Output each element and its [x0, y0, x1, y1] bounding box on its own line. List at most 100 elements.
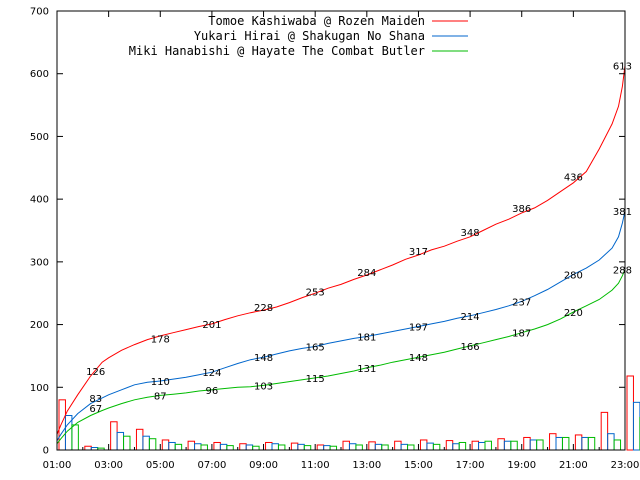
hourly-bar: [123, 435, 131, 451]
hourly-bar: [484, 440, 492, 451]
hourly-bar: [581, 436, 589, 451]
hourly-bar: [329, 445, 338, 451]
legend-label: Tomoe Kashiwaba @ Rozen Maiden: [208, 14, 425, 28]
point-label: 181: [357, 332, 376, 343]
point-label: 280: [564, 270, 583, 281]
hourly-bar: [432, 443, 441, 451]
point-labels: 126 178 201 228 253 284 317 348 386 436 613 83 110 12…: [86, 62, 632, 415]
legend-label: Miki Hanabishi @ Hayate The Combat Butle…: [129, 44, 425, 58]
point-label: 253: [306, 287, 325, 298]
hourly-bar: [200, 444, 208, 451]
point-label: 148: [254, 353, 273, 364]
hourly-bar: [626, 375, 634, 451]
point-label: 228: [254, 303, 273, 314]
y-axis: 0 100 200 300 400 500 600 700: [30, 7, 625, 457]
point-label: 288: [613, 265, 632, 276]
point-label: 201: [202, 320, 221, 331]
hourly-bar: [271, 443, 279, 451]
hourly-bar: [613, 439, 622, 451]
x-tick-label: 05:00: [146, 460, 175, 471]
y-tick-label: 500: [30, 132, 49, 143]
hourly-bar: [148, 438, 157, 451]
point-label: 126: [86, 367, 105, 378]
x-tick-label: 09:00: [249, 460, 278, 471]
hourly-bar: [503, 440, 512, 451]
point-label: 148: [409, 353, 428, 364]
point-label: 436: [564, 173, 583, 184]
x-tick-label: 15:00: [404, 460, 433, 471]
point-label: 103: [254, 381, 273, 392]
hourly-bar: [452, 443, 460, 451]
x-tick-label: 17:00: [456, 460, 485, 471]
hourly-bars: [58, 375, 640, 451]
point-label: 237: [512, 297, 531, 308]
legend-label: Yukari Hirai @ Shakugan No Shana: [194, 29, 425, 43]
hourly-bar: [374, 443, 383, 451]
series-line: [56, 210, 626, 441]
point-label: 87: [154, 391, 167, 402]
x-tick-label: 07:00: [197, 460, 226, 471]
hourly-bar: [523, 436, 531, 451]
y-tick-label: 100: [30, 383, 49, 394]
hourly-bar: [574, 434, 583, 451]
hourly-bar: [471, 440, 480, 451]
hourly-bar: [290, 442, 299, 451]
hourly-bar: [510, 440, 518, 451]
point-label: 131: [357, 364, 376, 375]
point-label: 96: [206, 386, 219, 397]
x-tick-label: 11:00: [301, 460, 330, 471]
y-tick-label: 200: [30, 320, 49, 331]
hourly-bar: [555, 436, 563, 451]
x-axis: 01:00 03:00 05:00 07:00 09:00 11:00 13:00 15:00…: [43, 11, 640, 471]
x-tick-label: 23:00: [611, 460, 640, 471]
hourly-bar: [187, 440, 196, 451]
point-label: 178: [151, 334, 170, 345]
hourly-bar: [245, 444, 254, 451]
point-label: 214: [461, 312, 480, 323]
point-label: 317: [409, 247, 428, 258]
y-tick-label: 700: [30, 7, 49, 18]
hourly-bar: [316, 444, 325, 451]
hourly-bar: [536, 439, 544, 451]
point-label: 613: [613, 62, 632, 73]
hourly-bar: [445, 440, 454, 451]
hourly-bar: [368, 441, 376, 451]
point-label: 115: [306, 374, 325, 385]
hourly-bar: [478, 441, 486, 451]
hourly-bar: [632, 401, 640, 451]
x-tick-label: 03:00: [94, 460, 123, 471]
x-tick-label: 21:00: [559, 460, 588, 471]
point-label: 386: [512, 204, 531, 215]
point-label: 187: [512, 329, 531, 340]
hourly-bar: [303, 445, 312, 451]
series-lines: [56, 65, 626, 445]
hourly-bar: [426, 442, 434, 451]
y-tick-label: 0: [43, 446, 49, 457]
hourly-bar: [458, 441, 467, 451]
hourly-bar: [400, 443, 409, 451]
hourly-bar: [549, 433, 557, 451]
hourly-bar: [84, 445, 92, 451]
hourly-bar: [110, 421, 118, 451]
point-label: 284: [357, 268, 376, 279]
hourly-bar: [419, 439, 428, 451]
hourly-bar: [194, 443, 202, 451]
hourly-bar: [342, 440, 350, 451]
hourly-bar: [381, 444, 389, 451]
point-label: 166: [461, 342, 480, 353]
hourly-bar: [497, 438, 505, 451]
point-label: 83: [89, 394, 102, 405]
hourly-bar: [407, 444, 415, 451]
hourly-bar: [174, 443, 183, 451]
y-tick-label: 400: [30, 195, 49, 206]
x-tick-label: 13:00: [352, 460, 381, 471]
y-tick-label: 300: [30, 257, 49, 268]
point-label: 110: [151, 377, 170, 388]
plot-frame: [56, 10, 626, 451]
x-tick-label: 19:00: [507, 460, 536, 471]
series-line: [56, 269, 626, 445]
hourly-bar: [348, 443, 357, 451]
point-label: 67: [89, 404, 102, 415]
